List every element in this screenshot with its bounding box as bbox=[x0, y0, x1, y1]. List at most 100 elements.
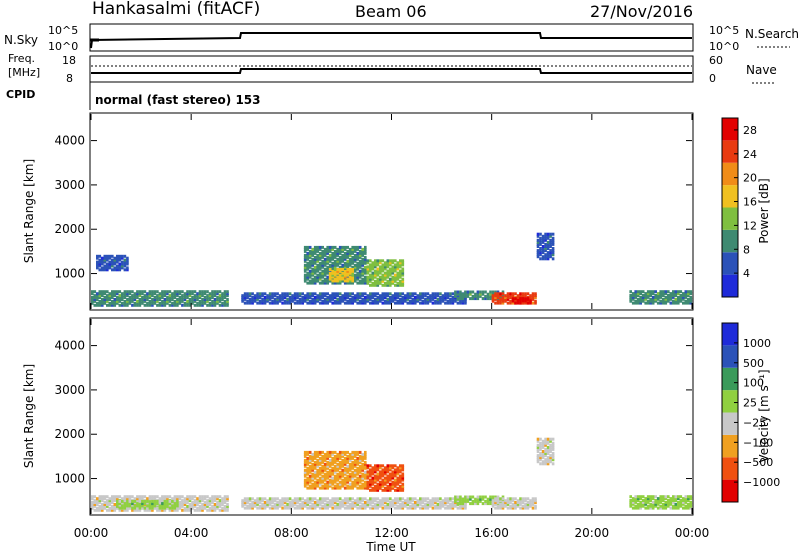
range-cell bbox=[313, 472, 317, 476]
range-cell bbox=[391, 466, 395, 470]
range-cell bbox=[436, 297, 440, 301]
range-cell bbox=[361, 484, 364, 488]
range-cell bbox=[121, 292, 124, 296]
range-cell bbox=[379, 464, 382, 468]
range-cell bbox=[501, 501, 505, 504]
range-cell bbox=[93, 499, 97, 503]
range-cell bbox=[356, 271, 359, 275]
range-cell bbox=[634, 301, 637, 305]
range-cell bbox=[136, 508, 139, 512]
range-cell bbox=[306, 486, 309, 490]
range-cell bbox=[409, 301, 412, 305]
range-cell bbox=[674, 301, 678, 305]
range-cell bbox=[113, 258, 117, 262]
range-cell bbox=[318, 296, 322, 299]
range-cell bbox=[376, 267, 380, 271]
range-cell bbox=[454, 297, 457, 301]
range-cell bbox=[356, 257, 359, 261]
range-cell bbox=[669, 497, 673, 501]
range-cell bbox=[126, 504, 129, 508]
range-cell bbox=[183, 506, 187, 510]
range-cell bbox=[203, 298, 207, 301]
range-cell bbox=[416, 297, 420, 301]
range-cell bbox=[98, 501, 102, 504]
range-cell bbox=[346, 506, 349, 510]
range-cell bbox=[494, 501, 497, 504]
range-cell bbox=[206, 290, 209, 294]
range-cell bbox=[316, 263, 319, 267]
range-cell bbox=[311, 281, 314, 285]
range-cell bbox=[426, 299, 430, 303]
range-cell bbox=[464, 499, 467, 503]
range-cell bbox=[278, 504, 282, 508]
range-cell bbox=[651, 502, 655, 506]
range-cell bbox=[333, 273, 337, 277]
range-cell bbox=[689, 497, 693, 501]
range-cell bbox=[469, 290, 472, 294]
range-cell bbox=[331, 245, 334, 249]
range-cell bbox=[256, 292, 259, 296]
range-cell bbox=[381, 283, 385, 287]
range-cell bbox=[326, 281, 329, 285]
range-cell bbox=[146, 499, 149, 503]
range-cell bbox=[133, 303, 137, 307]
range-cell bbox=[218, 298, 222, 301]
range-cell bbox=[394, 480, 397, 484]
range-cell bbox=[126, 508, 129, 512]
range-cell bbox=[441, 501, 445, 504]
range-cell bbox=[108, 294, 112, 298]
range-cell bbox=[116, 497, 119, 501]
range-cell bbox=[374, 265, 377, 269]
range-cell bbox=[389, 502, 392, 506]
range-cell bbox=[536, 232, 540, 236]
range-cell bbox=[682, 506, 685, 510]
range-cell bbox=[391, 265, 395, 269]
range-cell bbox=[96, 501, 99, 504]
range-cell bbox=[534, 497, 537, 501]
colorbar-swatch bbox=[722, 140, 738, 163]
range-cell bbox=[163, 290, 167, 294]
range-cell bbox=[133, 292, 137, 296]
range-cell bbox=[406, 502, 410, 506]
range-cell bbox=[221, 303, 224, 307]
colorbar-tick-label: 4 bbox=[743, 267, 750, 280]
range-cell bbox=[431, 497, 435, 501]
range-cell bbox=[551, 236, 555, 240]
range-cell bbox=[253, 297, 257, 301]
range-cell bbox=[306, 277, 309, 281]
range-cell bbox=[358, 279, 362, 283]
range-cell bbox=[336, 277, 339, 281]
range-cell bbox=[356, 247, 359, 251]
range-cell bbox=[379, 480, 382, 484]
range-cell bbox=[546, 255, 550, 259]
range-cell bbox=[416, 296, 420, 299]
range-cell bbox=[156, 298, 159, 301]
range-cell bbox=[356, 502, 359, 506]
range-cell bbox=[384, 292, 387, 296]
range-cell bbox=[411, 504, 415, 508]
range-cell bbox=[419, 297, 422, 301]
range-cell bbox=[358, 301, 362, 305]
range-cell bbox=[644, 295, 647, 299]
range-cell bbox=[629, 499, 632, 502]
range-cell bbox=[203, 292, 207, 296]
range-cell bbox=[111, 296, 114, 299]
range-cell bbox=[421, 299, 425, 303]
range-cell bbox=[631, 292, 635, 296]
range-cell bbox=[461, 506, 465, 510]
range-cell bbox=[96, 301, 99, 305]
range-cell bbox=[343, 478, 347, 482]
range-cell bbox=[341, 504, 344, 508]
range-cell bbox=[146, 504, 149, 508]
range-cell bbox=[353, 472, 357, 476]
colorbar-tick-label: 100 bbox=[743, 377, 764, 390]
range-cell bbox=[301, 296, 304, 299]
range-cell bbox=[449, 297, 452, 301]
range-cell bbox=[251, 506, 254, 510]
range-cell bbox=[141, 301, 144, 305]
range-cell bbox=[213, 508, 217, 512]
range-cell bbox=[323, 263, 327, 267]
range-cell bbox=[128, 506, 132, 510]
range-cell bbox=[108, 298, 112, 301]
range-cell bbox=[646, 499, 650, 502]
